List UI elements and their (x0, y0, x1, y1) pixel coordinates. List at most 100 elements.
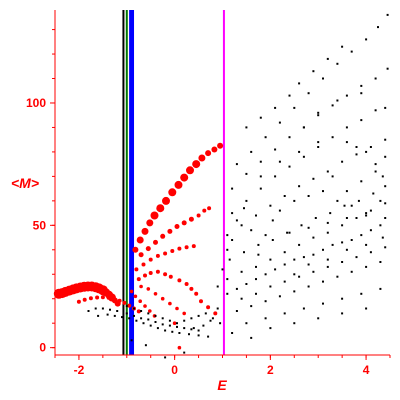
black-point-120 (274, 148, 277, 151)
black-point-38 (176, 322, 178, 325)
red-point-52 (181, 220, 187, 226)
black-point-31 (125, 305, 128, 308)
black-point-187 (283, 312, 286, 315)
red-point-44 (211, 146, 218, 153)
red-point-70 (163, 272, 168, 277)
black-point-12 (176, 325, 178, 328)
black-point-113 (331, 136, 334, 139)
black-point-177 (278, 295, 281, 298)
black-point-64 (331, 243, 334, 246)
red-point-20 (88, 296, 93, 301)
black-point-148 (341, 45, 344, 48)
red-points-series (53, 142, 224, 350)
black-point-97 (269, 204, 272, 207)
black-point-75 (298, 243, 301, 246)
black-point-103 (355, 153, 358, 156)
black-point-139 (377, 26, 379, 29)
black-point-181 (336, 275, 339, 278)
red-point-73 (184, 282, 189, 286)
black-point-83 (243, 251, 245, 254)
black-point-234 (381, 175, 384, 178)
red-point-84 (175, 306, 179, 311)
black-point-197 (317, 317, 320, 320)
black-point-233 (374, 163, 377, 166)
black-point-20 (128, 317, 131, 320)
red-point-22 (100, 295, 105, 300)
black-point-170 (341, 261, 344, 263)
black-point-210 (278, 209, 281, 212)
black-point-35 (154, 314, 157, 317)
black-point-144 (288, 94, 291, 97)
red-point-30 (132, 246, 139, 253)
red-point-67 (143, 273, 147, 278)
red-point-38 (174, 180, 183, 189)
black-point-65 (341, 241, 344, 244)
red-point-26 (122, 300, 127, 305)
black-point-169 (326, 265, 329, 268)
black-point-50 (202, 324, 205, 327)
black-point-137 (350, 50, 353, 53)
black-point-94 (226, 234, 229, 237)
black-point-190 (341, 297, 344, 300)
black-point-0 (87, 310, 90, 312)
black-point-23 (149, 324, 152, 327)
black-point-62 (312, 253, 315, 256)
black-point-68 (369, 229, 372, 232)
black-point-111 (302, 155, 305, 158)
red-point-48 (153, 239, 158, 245)
black-point-200 (216, 285, 219, 288)
x-axis-title: E (217, 377, 227, 393)
black-point-59 (283, 263, 286, 266)
black-point-130 (250, 150, 253, 153)
red-point-55 (202, 208, 207, 213)
red-point-29 (136, 309, 141, 314)
red-point-57 (134, 267, 139, 272)
black-point-207 (257, 253, 260, 256)
red-point-53 (188, 216, 194, 222)
black-point-73 (269, 258, 272, 261)
black-point-146 (312, 70, 315, 73)
black-point-81 (384, 202, 387, 205)
black-point-33 (140, 310, 143, 312)
black-point-172 (369, 251, 372, 254)
black-point-11 (168, 324, 171, 327)
y-tick-label-0: 0 (39, 341, 46, 355)
black-point-186 (264, 317, 267, 320)
red-point-92 (172, 321, 177, 326)
black-point-2 (101, 307, 104, 310)
red-point-36 (162, 196, 170, 205)
red-point-88 (138, 299, 142, 304)
red-point-23 (106, 295, 111, 300)
black-point-129 (235, 163, 238, 166)
black-point-163 (240, 297, 243, 300)
red-point-82 (160, 296, 165, 301)
black-point-127 (374, 77, 377, 80)
black-point-176 (264, 300, 267, 303)
black-point-49 (192, 327, 195, 330)
black-point-99 (298, 185, 301, 188)
black-point-154 (259, 175, 262, 178)
black-point-26 (171, 330, 174, 333)
red-point-18 (76, 299, 81, 304)
black-point-228 (365, 212, 368, 215)
black-point-28 (188, 333, 190, 336)
black-point-175 (250, 305, 253, 308)
x-tick-label-0: -2 (74, 363, 85, 377)
black-point-159 (345, 190, 348, 193)
black-point-160 (360, 180, 363, 183)
black-point-184 (379, 261, 382, 263)
black-point-17 (106, 313, 109, 316)
black-point-45 (130, 339, 133, 342)
black-point-112 (317, 146, 320, 148)
red-point-62 (170, 249, 175, 253)
black-point-84 (257, 243, 260, 246)
black-point-205 (243, 207, 245, 210)
black-point-101 (326, 170, 329, 173)
black-point-178 (293, 290, 296, 293)
black-point-19 (121, 316, 123, 319)
y-tick-label-1: 50 (33, 218, 47, 232)
red-point-61 (163, 251, 168, 256)
black-point-48 (183, 351, 186, 354)
black-point-16 (97, 314, 100, 317)
